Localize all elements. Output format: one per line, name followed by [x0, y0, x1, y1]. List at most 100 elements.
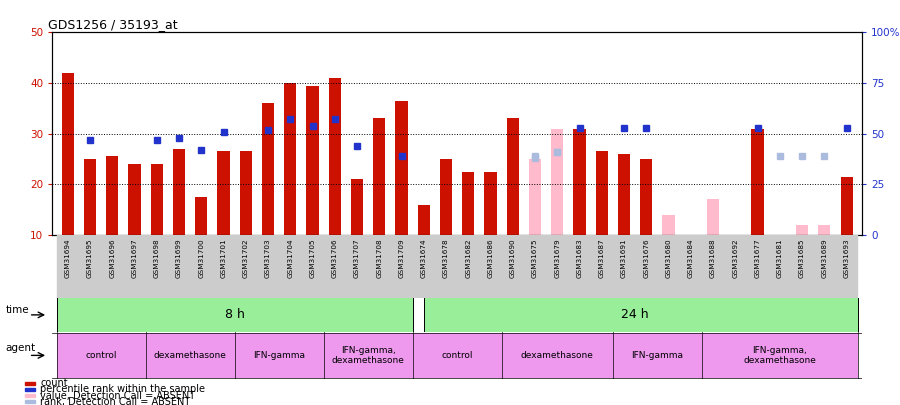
- Bar: [324, 333, 413, 378]
- Bar: [57, 32, 79, 235]
- Bar: [195, 197, 207, 235]
- Bar: [551, 129, 563, 235]
- Text: agent: agent: [5, 343, 35, 354]
- Bar: [841, 177, 852, 235]
- Bar: [435, 235, 457, 298]
- Bar: [435, 32, 457, 235]
- Bar: [573, 129, 586, 235]
- Text: GSM31680: GSM31680: [666, 238, 671, 278]
- Bar: [346, 32, 368, 235]
- Text: GSM31705: GSM31705: [310, 238, 316, 278]
- Bar: [529, 159, 541, 235]
- Text: GSM31682: GSM31682: [465, 238, 472, 278]
- Bar: [613, 333, 702, 378]
- Bar: [62, 73, 74, 235]
- Bar: [368, 235, 391, 298]
- Bar: [463, 172, 474, 235]
- Text: GSM31704: GSM31704: [287, 238, 293, 278]
- Text: GSM31700: GSM31700: [198, 238, 204, 278]
- Bar: [374, 118, 385, 235]
- Bar: [173, 149, 185, 235]
- Bar: [101, 32, 123, 235]
- Text: count: count: [40, 378, 68, 388]
- Bar: [835, 235, 858, 298]
- Text: time: time: [5, 305, 29, 315]
- Text: GSM31678: GSM31678: [443, 238, 449, 278]
- Bar: [524, 235, 546, 298]
- Text: GSM31702: GSM31702: [243, 238, 248, 278]
- Text: dexamethasone: dexamethasone: [521, 351, 594, 360]
- Bar: [57, 298, 413, 332]
- Bar: [351, 179, 364, 235]
- Bar: [796, 225, 808, 235]
- Text: GSM31689: GSM31689: [822, 238, 827, 278]
- Bar: [190, 235, 212, 298]
- Bar: [324, 235, 346, 298]
- Bar: [324, 32, 346, 235]
- Bar: [25, 388, 35, 391]
- Bar: [769, 235, 791, 298]
- Bar: [662, 215, 675, 235]
- Bar: [123, 235, 146, 298]
- Text: control: control: [86, 351, 117, 360]
- Text: value, Detection Call = ABSENT: value, Detection Call = ABSENT: [40, 390, 195, 401]
- Bar: [25, 394, 35, 397]
- Bar: [724, 32, 746, 235]
- Bar: [346, 235, 368, 298]
- Text: GSM31707: GSM31707: [354, 238, 360, 278]
- Text: GSM31697: GSM31697: [131, 238, 138, 278]
- Bar: [279, 235, 302, 298]
- Bar: [501, 333, 613, 378]
- Text: GSM31699: GSM31699: [176, 238, 182, 278]
- Text: GSM31696: GSM31696: [109, 238, 115, 278]
- Bar: [546, 32, 569, 235]
- Bar: [480, 235, 501, 298]
- Bar: [746, 32, 769, 235]
- Bar: [235, 235, 256, 298]
- Bar: [328, 78, 341, 235]
- Bar: [256, 32, 279, 235]
- Bar: [596, 151, 608, 235]
- Bar: [391, 32, 413, 235]
- Bar: [391, 235, 413, 298]
- Bar: [835, 32, 858, 235]
- Text: GSM31709: GSM31709: [399, 238, 405, 278]
- Bar: [302, 32, 324, 235]
- Text: rank, Detection Call = ABSENT: rank, Detection Call = ABSENT: [40, 396, 191, 405]
- Text: GSM31683: GSM31683: [577, 238, 582, 278]
- Bar: [123, 32, 146, 235]
- Text: GSM31695: GSM31695: [87, 238, 93, 278]
- Text: 24 h: 24 h: [621, 308, 649, 322]
- Bar: [25, 382, 35, 385]
- Text: 8 h: 8 h: [225, 308, 245, 322]
- Bar: [395, 101, 408, 235]
- Text: control: control: [441, 351, 472, 360]
- Text: dexamethasone: dexamethasone: [154, 351, 227, 360]
- Bar: [569, 235, 590, 298]
- Text: GSM31694: GSM31694: [65, 238, 71, 278]
- Bar: [613, 235, 635, 298]
- Bar: [707, 200, 719, 235]
- Bar: [413, 298, 858, 332]
- Bar: [235, 32, 256, 235]
- Text: GSM31687: GSM31687: [598, 238, 605, 278]
- Bar: [569, 32, 590, 235]
- Text: GSM31690: GSM31690: [509, 238, 516, 278]
- Text: GSM31679: GSM31679: [554, 238, 561, 278]
- Bar: [457, 235, 480, 298]
- Bar: [418, 205, 430, 235]
- Text: GSM31692: GSM31692: [733, 238, 738, 278]
- Bar: [746, 235, 769, 298]
- Bar: [524, 32, 546, 235]
- Bar: [25, 400, 35, 403]
- Text: GSM31675: GSM31675: [532, 238, 538, 278]
- Bar: [413, 298, 424, 332]
- Bar: [814, 235, 835, 298]
- Bar: [457, 32, 480, 235]
- Bar: [146, 32, 168, 235]
- Bar: [640, 159, 652, 235]
- Text: GSM31706: GSM31706: [332, 238, 338, 278]
- Bar: [724, 235, 746, 298]
- Bar: [413, 32, 435, 235]
- Bar: [306, 85, 319, 235]
